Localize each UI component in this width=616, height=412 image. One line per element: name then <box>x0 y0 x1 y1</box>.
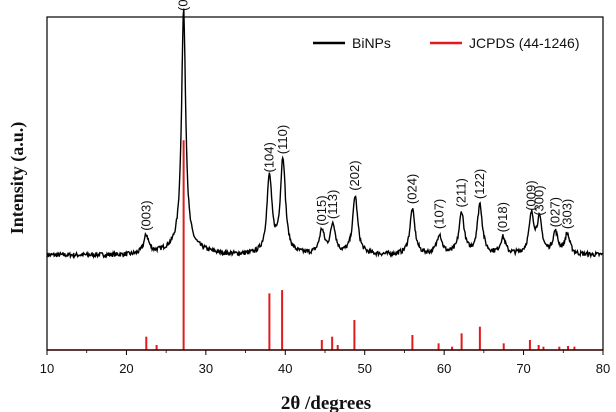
reference-sticks <box>47 140 603 351</box>
peak-label: (113) <box>325 190 340 219</box>
x-tick-label: 30 <box>199 361 213 376</box>
peak-label: (122) <box>472 169 487 199</box>
sample-pattern <box>46 8 604 260</box>
x-tick-label: 10 <box>40 361 54 376</box>
peak-labels: (003) (012) (104)(110) (015)(113) (202) (024)… <box>138 0 574 232</box>
x-tick-label: 50 <box>357 361 371 376</box>
peak-label: (300) <box>532 185 547 215</box>
x-tick-label: 20 <box>119 361 133 376</box>
peak-label: (009) <box>524 180 539 210</box>
legend-label-jcpds: JCPDS (44-1246) <box>469 35 580 51</box>
peak-label: (202) <box>347 160 362 190</box>
peak-label: (015) <box>314 195 329 225</box>
peak-label: (012) <box>176 0 191 11</box>
peak-label: (110) <box>275 125 290 154</box>
axes: 10 20 30 40 50 60 70 80 <box>40 16 610 376</box>
series-line-binps <box>46 8 604 260</box>
x-axis-title: 2θ /degrees <box>281 393 371 412</box>
legend: BiNPs JCPDS (44-1246) <box>313 35 580 51</box>
legend-label-binps: BiNPs <box>352 35 391 51</box>
peak-label: (211) <box>454 178 469 207</box>
plot-frame <box>46 16 604 351</box>
x-tick-label: 40 <box>278 361 292 376</box>
x-tick-label: 70 <box>516 361 530 376</box>
peak-label: (107) <box>431 199 446 229</box>
x-tick-label: 60 <box>437 361 451 376</box>
peak-label: (027) <box>547 197 562 227</box>
y-axis-title: Intensity (a.u.) <box>7 122 28 235</box>
peak-label: (104) <box>261 142 276 172</box>
peak-label: (018) <box>495 202 510 232</box>
peak-label: (003) <box>138 200 153 230</box>
peak-label: (024) <box>404 174 419 204</box>
x-tick-label: 80 <box>596 361 610 376</box>
peak-label: (303) <box>559 199 574 229</box>
